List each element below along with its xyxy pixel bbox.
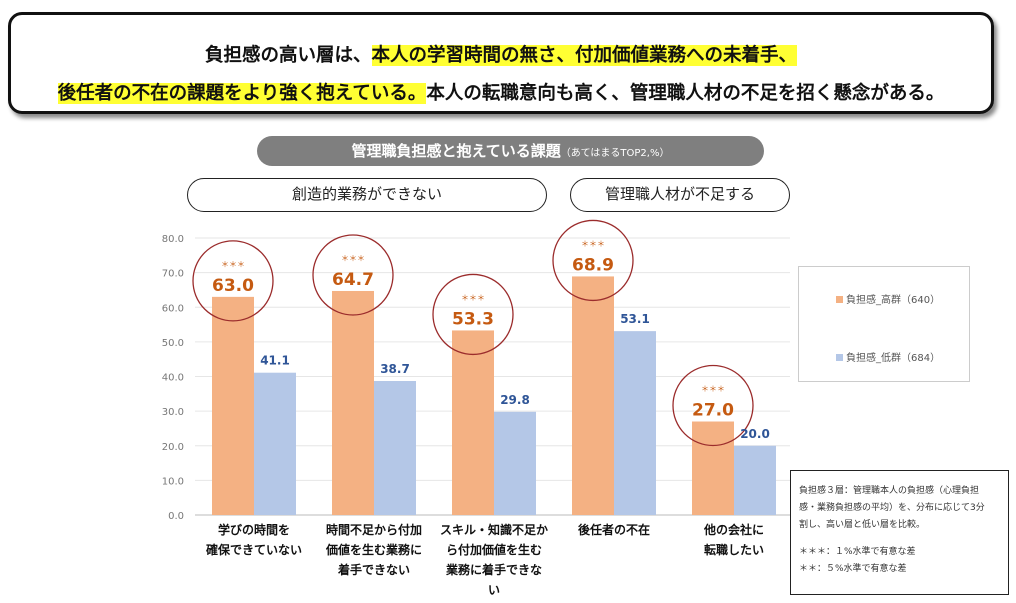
y-tick-label: 50.0 bbox=[162, 338, 184, 349]
x-tick-label: い bbox=[488, 583, 500, 597]
bar-low bbox=[254, 372, 296, 515]
legend-swatch bbox=[836, 354, 843, 361]
bar-high bbox=[452, 330, 494, 515]
note-line: ＊＊＊：１%水準で有意な差 bbox=[799, 547, 916, 557]
y-tick-label: 70.0 bbox=[162, 269, 184, 280]
data-label-low: 41.1 bbox=[260, 354, 290, 368]
x-tick-label: 後任者の不在 bbox=[578, 522, 650, 537]
chart-subtitle: （あてはまるTOP2,%） bbox=[560, 148, 670, 159]
note-line: 割し、高い層と低い層を比較。 bbox=[799, 520, 926, 530]
data-label-high: 53.3 bbox=[452, 309, 494, 329]
bar-high bbox=[572, 276, 614, 515]
group-label-shortage: 管理職人材が不足する bbox=[570, 178, 790, 212]
group-label-creative: 創造的業務ができない bbox=[187, 178, 547, 212]
note-line: 負担感３層：管理職本人の負担感（心理負担 bbox=[799, 486, 980, 496]
significance-mark: ＊＊＊ bbox=[701, 385, 725, 394]
x-tick-label: 価値を生む業務に bbox=[325, 542, 422, 557]
chart-title: 管理職負担感と抱えている課題（あてはまるTOP2,%） bbox=[257, 136, 764, 166]
legend-swatch bbox=[836, 296, 843, 303]
headline-text: 負担感の高い層は、 bbox=[204, 45, 372, 66]
data-label-low: 53.1 bbox=[620, 312, 650, 326]
legend-label: 負担感_低群（684） bbox=[846, 353, 941, 364]
data-label-high: 68.9 bbox=[572, 255, 614, 275]
x-tick-label: 転職したい bbox=[704, 542, 764, 557]
data-label-high: 27.0 bbox=[692, 401, 734, 421]
significance-circle bbox=[432, 273, 514, 356]
bar-high bbox=[212, 296, 254, 515]
significance-mark: ＊＊＊ bbox=[461, 293, 485, 302]
x-tick-label: ら付加価値を生む bbox=[446, 542, 542, 557]
x-tick-label: スキル・知識不足か bbox=[440, 522, 548, 537]
bar-low bbox=[374, 381, 416, 515]
y-tick-label: 40.0 bbox=[162, 373, 184, 384]
data-label-low: 38.7 bbox=[380, 362, 410, 376]
significance-circle bbox=[552, 219, 634, 302]
x-tick-label: 時間不足から付加 bbox=[326, 522, 422, 537]
y-tick-label: 30.0 bbox=[162, 407, 184, 418]
legend-item-high: 負担感_高群（640） bbox=[836, 291, 940, 306]
bar-high bbox=[692, 421, 734, 515]
data-label-high: 64.7 bbox=[332, 270, 374, 290]
legend-item-low: 負担感_低群（684） bbox=[836, 349, 940, 364]
y-tick-label: 0.0 bbox=[168, 511, 184, 522]
data-label-low: 20.0 bbox=[740, 427, 770, 441]
x-tick-label: 他の会社に bbox=[703, 522, 764, 537]
x-tick-label: 着手できない bbox=[337, 562, 410, 577]
significance-mark: ＊＊＊ bbox=[341, 254, 365, 263]
data-label-high: 63.0 bbox=[212, 276, 254, 296]
headline-text: 本人の転職意向も高く、管理職人材の不足を招く懸念がある。 bbox=[426, 83, 945, 104]
headline-highlight: 後任者の不在の課題をより強く抱えている。 bbox=[57, 83, 427, 104]
headline-highlight: 本人の学習時間の無さ、付加価値業務への未着手、 bbox=[371, 45, 798, 66]
note-line: ＊＊：５%水準で有意な差 bbox=[799, 564, 907, 574]
x-tick-label: 学びの時間を bbox=[218, 522, 290, 537]
chart-title-text: 管理職負担感と抱えている課題 bbox=[351, 142, 561, 160]
significance-circle bbox=[312, 234, 394, 316]
significance-mark: ＊＊＊ bbox=[221, 260, 245, 269]
data-label-low: 29.8 bbox=[500, 393, 530, 407]
legend: 負担感_高群（640） 負担感_低群（684） bbox=[798, 266, 970, 382]
significance-mark: ＊＊＊ bbox=[581, 239, 605, 248]
bar-high bbox=[332, 290, 374, 515]
note-line: 感・業務負担感の平均）を、分布に応じて3分 bbox=[799, 503, 985, 513]
x-tick-label: 業務に着手できな bbox=[445, 562, 542, 577]
significance-circle bbox=[672, 364, 754, 447]
bar-low bbox=[494, 411, 536, 515]
significance-circle bbox=[192, 240, 274, 322]
y-tick-label: 10.0 bbox=[162, 476, 184, 487]
legend-label: 負担感_高群（640） bbox=[846, 295, 941, 306]
y-tick-label: 20.0 bbox=[162, 442, 184, 453]
bar-low bbox=[614, 331, 656, 515]
x-tick-label: 確保できていない bbox=[206, 542, 302, 557]
y-tick-label: 60.0 bbox=[162, 303, 184, 314]
bar-low bbox=[734, 445, 776, 515]
note-box: 負担感３層：管理職本人の負担感（心理負担 感・業務負担感の平均）を、分布に応じて… bbox=[790, 470, 1009, 595]
headline-box: 負担感の高い層は、本人の学習時間の無さ、付加価値業務への未着手、 後任者の不在の… bbox=[8, 12, 994, 114]
y-tick-label: 80.0 bbox=[162, 234, 184, 245]
